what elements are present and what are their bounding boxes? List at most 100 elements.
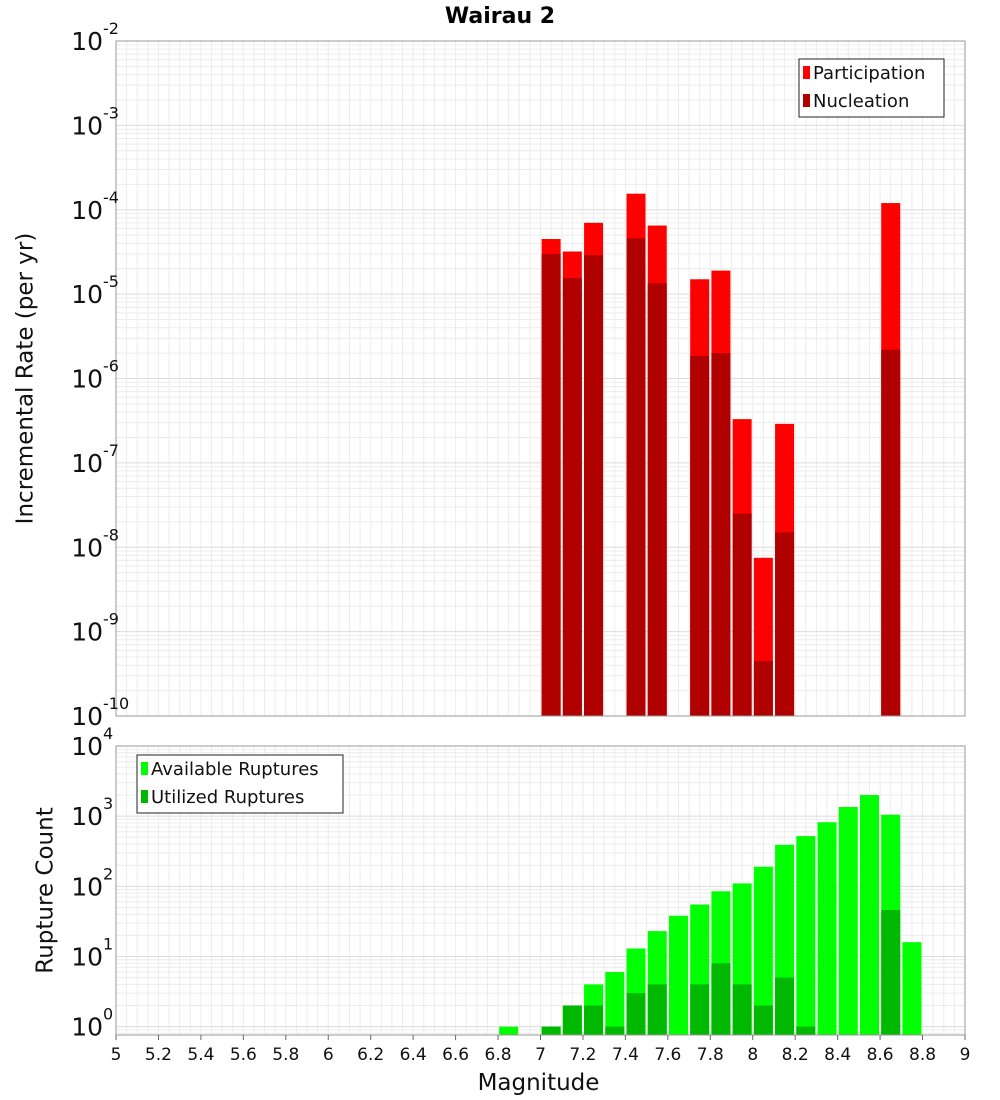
y-tick-exponent: -9 [103,610,119,629]
y-tick-exponent: -8 [103,525,119,544]
bar-utilized-ruptures [647,984,667,1035]
bar-nucleation [626,238,646,716]
bar-utilized-ruptures [796,1026,816,1035]
count-y-axis-label: Rupture Count [33,807,59,973]
y-tick-base: 10 [71,365,103,394]
x-tick-label: 6.6 [442,1045,469,1065]
y-tick-label: 10 1 [71,934,113,971]
bar-nucleation [562,278,582,716]
bar-nucleation [711,353,731,716]
x-tick-label: 7.6 [654,1045,681,1065]
y-tick-exponent: -7 [103,441,119,460]
x-tick-label: 5 [111,1045,122,1065]
y-tick-label: 10 -2 [71,19,119,56]
rate-y-axis-label: Incremental Rate (per yr) [13,233,39,525]
x-tick-label: 5.4 [187,1045,214,1065]
x-tick-label: 6.4 [400,1045,427,1065]
y-tick-label: 10 -10 [71,694,129,731]
bar-utilized-ruptures [753,1005,773,1035]
bar-nucleation [775,532,795,716]
rate-plot-frame [115,40,966,717]
rate-grid [115,40,966,717]
x-tick-label: 8.2 [782,1045,809,1065]
x-tick-label: 9 [960,1045,971,1065]
y-tick-label: 10 4 [71,724,113,761]
y-tick-base: 10 [71,196,103,225]
y-tick-base: 10 [71,111,103,140]
y-tick-base: 10 [71,942,103,971]
bar-nucleation [690,355,710,716]
legend-swatch [803,66,810,79]
bar-available-ruptures [817,822,837,1035]
bar-utilized-ruptures [775,977,795,1035]
x-tick-label: 7 [535,1045,546,1065]
y-tick-base: 10 [71,1013,103,1042]
x-tick-label: 8.4 [824,1045,851,1065]
magnitude-x-ticks: 5 5.2 5.4 5.6 5.8 6 6.2 6.4 6.6 6.8 7 7.2 7.4 7.6 7.8 8… [111,1035,971,1065]
bar-available-ruptures [796,836,816,1035]
y-tick-exponent: 3 [103,794,113,813]
x-tick-label: 6 [323,1045,334,1065]
bar-utilized-ruptures [605,1026,625,1035]
count-grid [115,745,966,1035]
y-tick-label: 10 0 [71,1005,113,1042]
count-legend: Available Ruptures Utilized Ruptures [136,754,344,814]
legend-swatch [803,94,810,107]
bar-utilized-ruptures [711,963,731,1035]
x-tick-label: 8 [747,1045,758,1065]
y-tick-exponent: 2 [103,864,113,883]
y-tick-base: 10 [71,872,103,901]
chart-title: Wairau 2 [445,4,555,29]
bar-nucleation [732,513,752,716]
y-tick-base: 10 [71,280,103,309]
y-tick-exponent: 0 [103,1005,113,1024]
legend-swatch [141,762,148,775]
y-tick-base: 10 [71,802,103,831]
count-bars [499,795,922,1035]
x-tick-label: 5.8 [272,1045,299,1065]
y-tick-exponent: 4 [103,724,113,743]
y-tick-base: 10 [71,618,103,647]
bar-available-ruptures [668,915,688,1035]
y-tick-exponent: -6 [103,357,119,376]
x-tick-label: 5.6 [230,1045,257,1065]
bar-nucleation [541,253,561,716]
y-tick-label: 10 -6 [71,357,119,394]
bar-available-ruptures [838,807,858,1035]
bar-utilized-ruptures [541,1026,561,1035]
y-tick-exponent: -4 [103,188,119,207]
x-tick-label: 6.2 [357,1045,384,1065]
bar-utilized-ruptures [732,984,752,1035]
bar-utilized-ruptures [584,1005,604,1035]
y-tick-base: 10 [71,533,103,562]
x-tick-label: 5.2 [145,1045,172,1065]
legend-entry: Utilized Ruptures [151,787,304,808]
y-tick-base: 10 [71,27,103,56]
y-tick-label: 10 -7 [71,441,119,478]
x-tick-label: 7.8 [697,1045,724,1065]
bar-available-ruptures [499,1026,519,1035]
y-tick-label: 10 3 [71,794,113,831]
y-tick-label: 10 -4 [71,188,119,225]
y-tick-exponent: -2 [103,19,119,38]
bar-available-ruptures [605,972,625,1035]
legend-box [136,754,344,814]
x-tick-label: 8.6 [867,1045,894,1065]
y-tick-exponent: -5 [103,272,119,291]
y-tick-exponent: -10 [103,694,129,713]
bar-utilized-ruptures [626,993,646,1035]
y-tick-label: 10 -8 [71,525,119,562]
y-tick-exponent: 1 [103,934,113,953]
x-tick-label: 7.2 [569,1045,596,1065]
bar-available-ruptures [753,866,773,1035]
y-tick-base: 10 [71,449,103,478]
bar-nucleation [584,255,604,716]
legend-entry: Available Ruptures [151,759,319,780]
x-axis-label: Magnitude [478,1070,600,1096]
bar-nucleation [753,660,773,716]
y-tick-base: 10 [71,702,103,731]
